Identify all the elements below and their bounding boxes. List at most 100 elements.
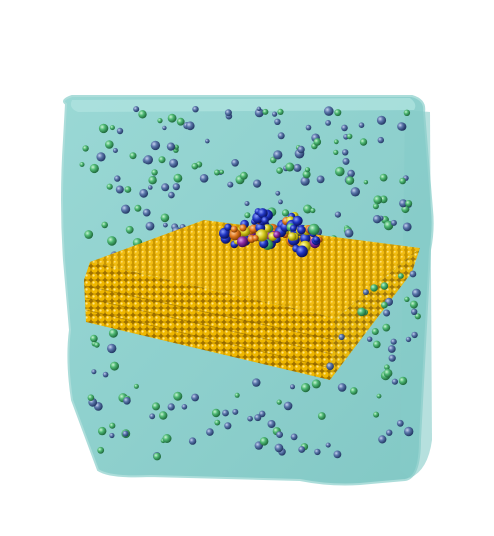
chloride-ion <box>396 419 404 427</box>
chloride-ion <box>334 211 341 218</box>
sodium-ion <box>176 117 185 126</box>
chloride-ion <box>112 148 118 153</box>
chloride-ion <box>402 222 412 232</box>
sodium-ion <box>134 204 142 212</box>
protein-atom-blue <box>257 208 268 219</box>
chloride-ion <box>290 433 298 441</box>
chloride-ion <box>231 159 239 167</box>
sodium-ion <box>373 195 383 205</box>
chloride-ion <box>276 431 283 438</box>
sodium-ion <box>311 379 321 389</box>
sodium-ion <box>124 186 132 193</box>
chloride-ion <box>390 338 397 345</box>
sodium-ion <box>399 177 406 185</box>
sodium-ion <box>160 213 170 223</box>
sodium-ion <box>151 169 158 176</box>
chloride-ion <box>278 199 283 205</box>
sodium-ion <box>108 328 118 338</box>
sodium-ion <box>98 426 107 436</box>
sodium-ion <box>153 452 162 461</box>
sodium-ion <box>398 273 404 279</box>
sodium-ion <box>276 399 282 405</box>
gold-slab-right-face <box>330 248 420 380</box>
chloride-ion <box>224 422 232 430</box>
chloride-ion <box>191 393 200 402</box>
sodium-ion <box>345 176 355 185</box>
sodium-ion <box>381 301 388 309</box>
protein-atom-blue <box>290 224 297 232</box>
protein-atom-blue <box>296 245 308 258</box>
chloride-ion <box>314 448 321 456</box>
chloride-ion <box>163 222 168 228</box>
chloride-ion <box>383 309 391 317</box>
sodium-ion <box>384 364 390 371</box>
chloride-ion <box>344 228 354 238</box>
protein-atom-orange <box>252 235 259 242</box>
chloride-ion <box>149 413 156 420</box>
sodium-ion <box>173 173 183 183</box>
sodium-ion <box>105 140 114 149</box>
gold-slab-top-face <box>90 220 420 318</box>
chloride-ion <box>298 446 306 453</box>
sodium-ion <box>317 412 326 420</box>
sodium-ion <box>89 163 99 174</box>
chloride-ion <box>96 152 106 162</box>
sodium-ion <box>110 361 119 371</box>
chloride-ion <box>325 442 331 448</box>
sodium-ion <box>373 411 380 418</box>
protein-atom-yellow <box>287 232 297 241</box>
sodium-ion <box>97 446 105 454</box>
sodium-ion <box>277 108 284 115</box>
chloride-ion <box>358 122 365 128</box>
sodium-ion <box>380 282 389 290</box>
chloride-ion <box>337 383 347 392</box>
protein-atom-blue <box>300 233 311 244</box>
sodium-ion <box>157 118 163 124</box>
sodium-ion <box>234 392 240 398</box>
chloride-ion <box>390 219 397 226</box>
protein-atom-blue <box>313 236 320 243</box>
protein-atom-blue <box>261 216 269 225</box>
chloride-ion <box>142 208 151 217</box>
chloride-ion <box>338 333 345 341</box>
sodium-ion <box>79 162 85 167</box>
protein-atom-orange <box>239 224 247 232</box>
chloride-ion <box>169 158 179 168</box>
chloride-ion <box>341 124 348 132</box>
sodium-ion <box>372 203 379 210</box>
protein-atom-green <box>308 223 320 235</box>
chloride-ion <box>185 121 195 131</box>
sodium-ion <box>138 110 147 119</box>
sodium-ion <box>109 422 116 429</box>
chloride-ion <box>399 199 408 208</box>
chloride-ion <box>107 343 117 354</box>
sodium-ion <box>148 176 157 185</box>
chloride-ion <box>404 426 414 437</box>
chloride-ion <box>325 120 331 126</box>
sodium-ion <box>313 138 322 146</box>
chloride-ion <box>254 108 264 118</box>
chloride-ion <box>188 437 197 445</box>
sodium-ion <box>403 109 411 117</box>
sodium-ion <box>240 171 248 180</box>
chloride-ion <box>293 163 302 172</box>
sodium-ion <box>158 156 166 164</box>
protein-atom-blue <box>297 225 306 235</box>
chloride-ion <box>114 175 121 182</box>
chloride-ion <box>252 378 261 387</box>
sodium-ion <box>129 152 137 160</box>
protein-atom-orange <box>230 225 238 233</box>
chloride-ion <box>116 127 124 135</box>
chloride-ion <box>376 115 387 125</box>
chloride-ion <box>274 118 281 126</box>
sodium-ion <box>303 204 313 214</box>
chloride-ion <box>411 308 418 315</box>
sodium-ion <box>357 307 367 317</box>
sodium-ion <box>276 167 283 174</box>
sodium-ion <box>383 368 393 378</box>
chloride-ion <box>372 215 382 224</box>
sodium-ion <box>405 200 413 207</box>
sodium-ion <box>152 402 160 411</box>
chloride-ion <box>388 354 396 362</box>
